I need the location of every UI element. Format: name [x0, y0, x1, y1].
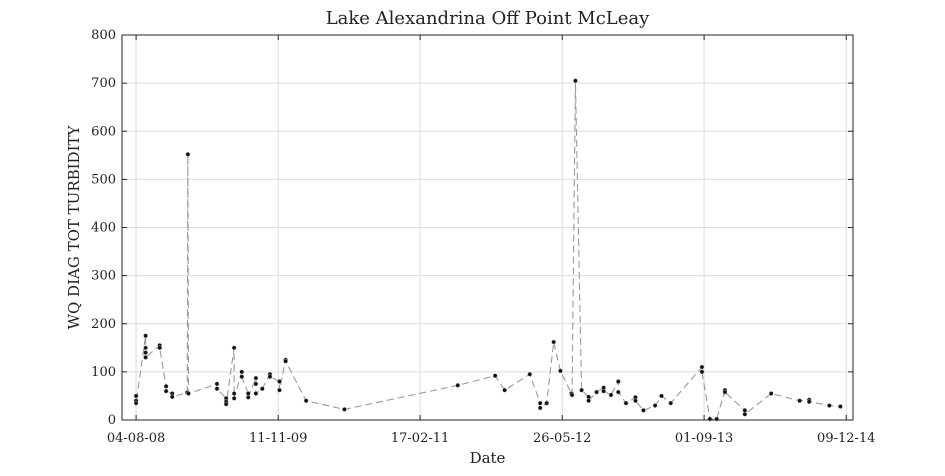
y-tick-label: 600 — [91, 124, 116, 139]
data-point — [283, 358, 288, 364]
data-point — [143, 355, 148, 360]
data-point — [223, 401, 229, 407]
data-point — [185, 152, 191, 157]
data-point — [707, 416, 713, 422]
data-point — [231, 391, 237, 396]
y-tick-label: 500 — [91, 172, 116, 187]
data-point — [659, 393, 664, 399]
data-point — [259, 386, 265, 392]
data-point — [267, 374, 273, 380]
data-point — [569, 392, 575, 398]
data-point — [239, 369, 245, 375]
x-tick-label: 17-02-11 — [391, 431, 449, 446]
data-point — [722, 389, 728, 395]
series-layer — [133, 78, 843, 422]
data-point — [586, 394, 591, 400]
data-point — [303, 398, 309, 404]
data-point — [714, 416, 720, 422]
data-point — [558, 368, 563, 374]
data-point — [742, 408, 748, 413]
data-point — [537, 400, 543, 406]
series-line — [135, 80, 841, 420]
x-tick-label: 01-09-13 — [675, 431, 733, 446]
data-point — [797, 398, 803, 404]
grid-layer — [122, 34, 853, 421]
y-tick-label: 800 — [91, 28, 116, 43]
y-tick-label: 0 — [108, 413, 116, 428]
chart-title: Lake Alexandrina Off Point McLeay — [326, 8, 650, 29]
data-point — [186, 391, 191, 396]
data-point — [253, 381, 259, 387]
data-point — [492, 373, 498, 379]
data-point — [169, 394, 175, 400]
data-point — [586, 398, 591, 404]
data-point — [143, 345, 148, 351]
data-point — [527, 371, 533, 377]
data-point — [253, 375, 259, 381]
data-point — [601, 388, 606, 394]
data-point — [608, 392, 614, 398]
x-tick-label: 09-12-14 — [817, 431, 875, 446]
data-point — [699, 369, 705, 375]
data-point — [277, 387, 282, 393]
data-point — [245, 391, 251, 396]
data-point — [652, 403, 658, 408]
data-point — [133, 400, 139, 406]
y-tick-label: 200 — [91, 317, 116, 332]
y-tick-label: 100 — [91, 365, 116, 380]
y-tick-label: 300 — [91, 269, 116, 284]
x-axis-title: Date — [470, 449, 506, 467]
tick-layer: 0 100 200 300 400 500 600 700 800 04-08-08 11-11-0… — [91, 28, 875, 446]
data-point — [573, 78, 578, 84]
data-point — [594, 389, 599, 395]
data-point — [742, 411, 748, 417]
data-point — [537, 405, 543, 411]
data-point — [768, 391, 774, 396]
data-point — [231, 345, 237, 351]
y-tick-label: 400 — [91, 221, 116, 236]
data-point — [544, 400, 549, 406]
y-tick-label: 700 — [91, 76, 116, 91]
x-tick-label: 26-05-12 — [533, 431, 591, 446]
data-point — [245, 395, 251, 400]
data-point — [214, 381, 220, 387]
data-point — [641, 408, 646, 413]
data-point — [342, 407, 347, 412]
data-point — [214, 386, 220, 392]
data-point — [699, 364, 705, 370]
data-point — [633, 398, 638, 404]
data-point — [231, 395, 237, 401]
data-point — [253, 391, 259, 396]
data-point — [157, 345, 163, 351]
data-point — [143, 350, 148, 355]
data-point — [579, 387, 584, 393]
data-point — [551, 339, 557, 345]
y-axis-title: WQ DIAG TOT TURBIDITY — [65, 124, 83, 329]
data-point — [143, 333, 148, 339]
data-point — [277, 379, 282, 384]
data-point — [239, 374, 245, 380]
data-point — [806, 399, 812, 405]
data-point — [838, 404, 843, 409]
data-point — [163, 383, 169, 389]
x-tick-label: 04-08-08 — [107, 431, 165, 446]
data-point — [668, 400, 674, 406]
data-point — [133, 393, 139, 399]
data-point — [163, 388, 169, 394]
x-tick-label: 11-11-09 — [249, 431, 307, 446]
data-point — [615, 379, 621, 384]
data-point — [827, 403, 832, 408]
data-point — [455, 383, 461, 388]
data-point — [615, 389, 621, 395]
data-point — [502, 387, 508, 393]
data-point — [623, 400, 629, 406]
